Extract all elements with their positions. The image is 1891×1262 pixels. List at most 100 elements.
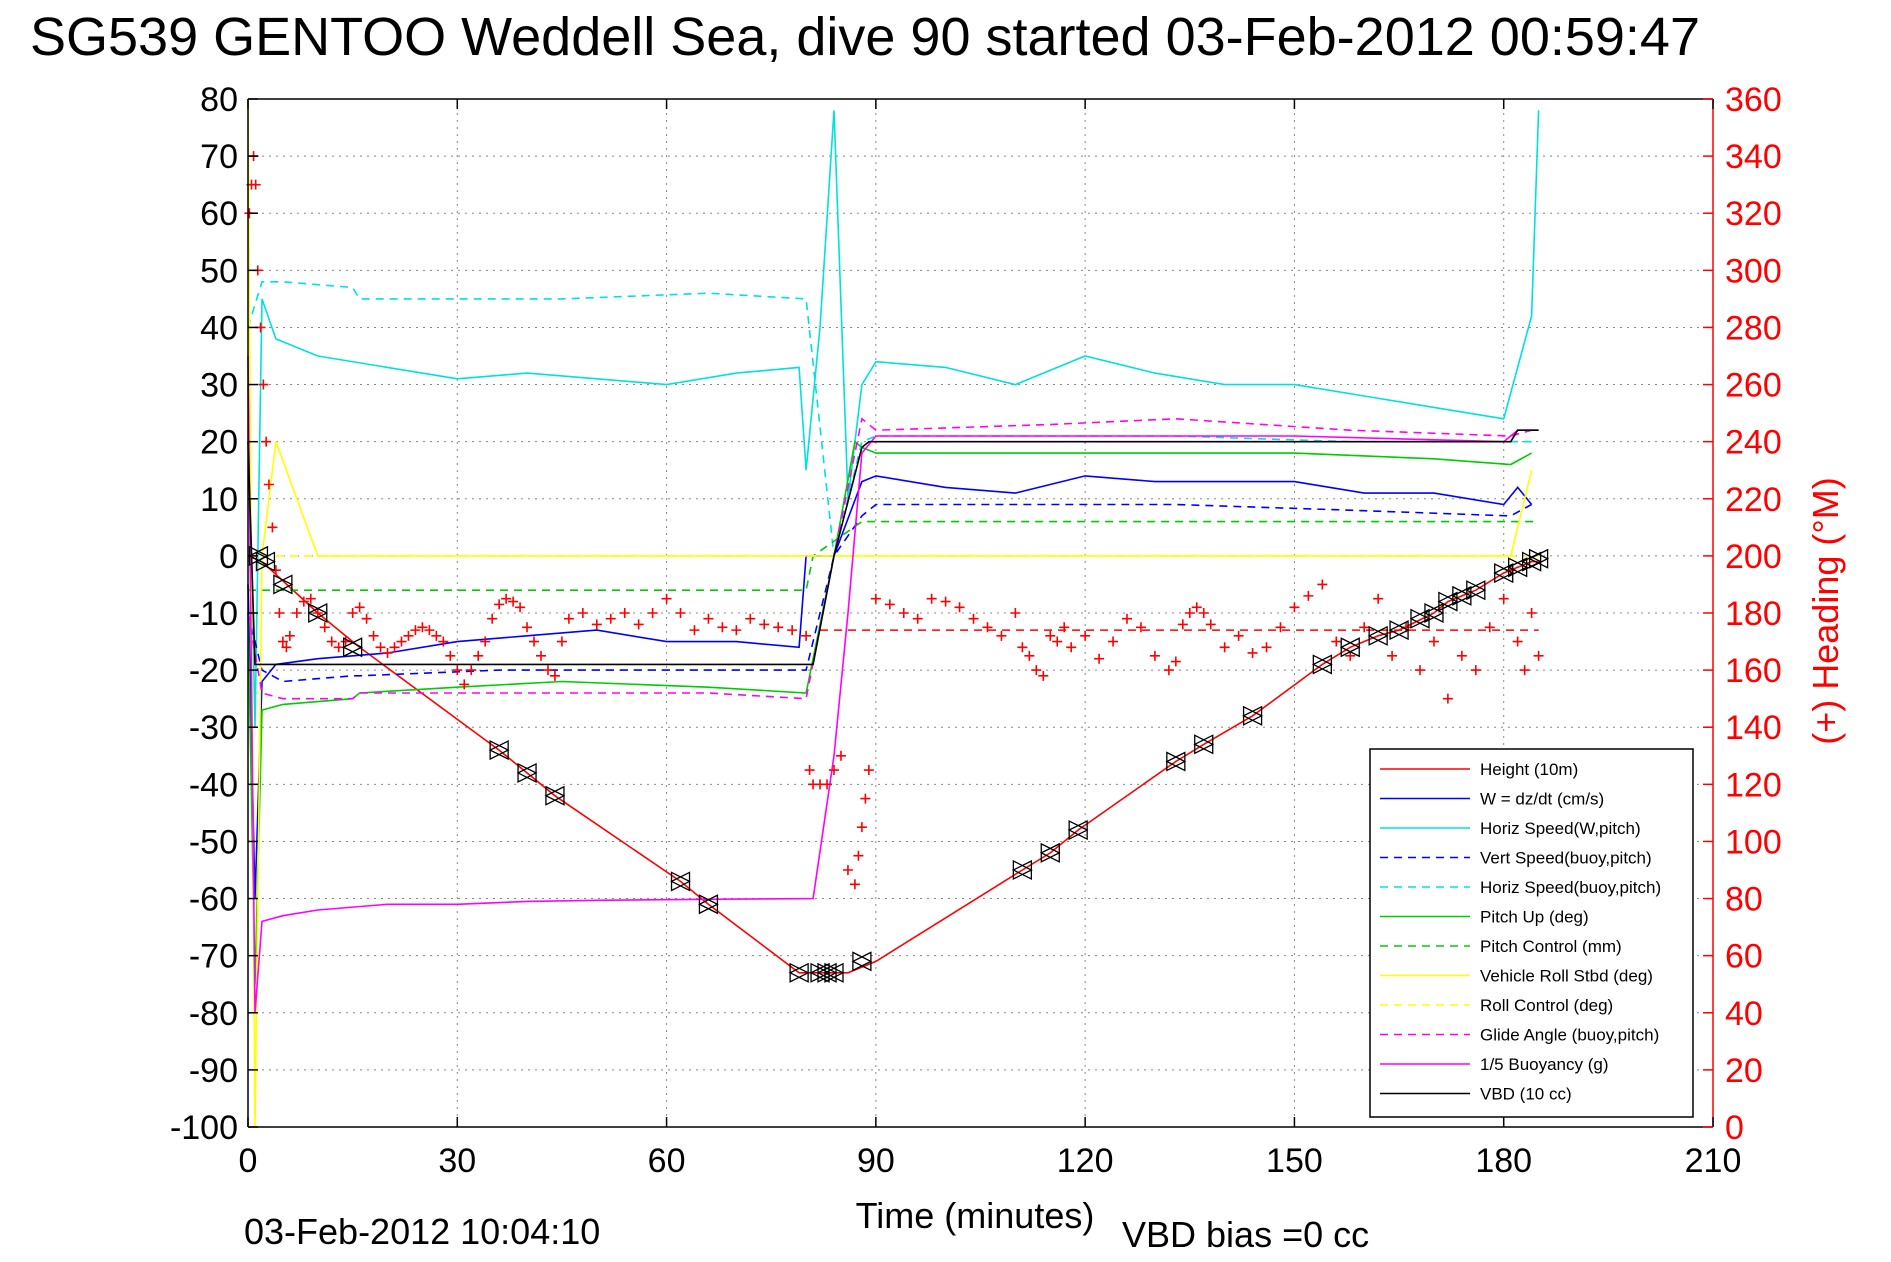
height-marker [544,785,566,806]
heading-point [410,625,421,636]
heading-point [1289,602,1300,613]
heading-point [431,630,442,641]
right-tick-label: 40 [1725,995,1763,1033]
right-tick-label: 240 [1725,424,1782,462]
heading-point [717,622,728,633]
heading-point [1177,619,1188,630]
heading-point [829,765,839,776]
heading-point [556,636,567,647]
heading-point [274,608,285,618]
heading-point [1052,636,1063,647]
series-line-2 [247,475,1533,899]
chart-title: SG539 GENTOO Weddell Sea, dive 90 starte… [30,7,1700,67]
heading-point [445,650,456,661]
legend-label: Roll Control (deg) [1480,996,1613,1015]
legend-box [1369,748,1694,1118]
x-tick-label: 210 [1685,1142,1742,1180]
heading-point [326,636,337,647]
heading-point [996,630,1007,641]
heading-point [1317,579,1328,590]
heading-point [940,596,951,607]
heading-point [982,622,993,633]
heading-point [258,379,269,390]
heading-point [647,608,658,618]
heading-point [703,613,714,624]
heading-point [731,625,742,636]
heading-point [804,765,815,776]
height-marker [1242,705,1264,726]
x-tick-label: 150 [1266,1142,1323,1180]
y-tick-label: -90 [189,1052,238,1090]
height-marker [1388,620,1410,641]
height-marker [788,962,810,983]
right-tick-label: 260 [1725,367,1782,405]
heading-point [263,479,274,490]
heading-point [968,613,979,624]
right-axis-label: (+) Heading (°M) [1805,477,1846,744]
x-axis-label: Time (minutes) [856,1195,1095,1236]
heading-point [1184,608,1195,618]
right-tick-label: 180 [1725,595,1782,633]
heading-point [312,608,323,618]
heading-point [689,625,700,636]
legend-label: Vert Speed(buoy,pitch) [1480,849,1652,868]
heading-point [1442,693,1453,704]
heading-point [281,642,292,653]
height-marker [1423,602,1445,624]
heading-point [1149,650,1160,661]
y-tick-label: 30 [200,367,238,405]
heading-point [1456,650,1467,661]
x-tick-label: 90 [857,1142,895,1180]
height-marker [823,962,845,983]
heading-point [1303,590,1314,601]
heading-point [1247,647,1258,658]
height-marker [1311,654,1333,675]
y-tick-label: 50 [200,252,238,290]
legend-label: 1/5 Buoyancy (g) [1480,1055,1609,1074]
heading-point [1080,630,1091,641]
right-tick-label: 0 [1725,1109,1744,1147]
heading-point [403,630,414,641]
heading-point [842,865,853,875]
height-marker [1193,734,1215,755]
heading-point [305,593,316,604]
heading-point [1498,593,1509,604]
heading-point [1275,622,1286,633]
y-tick-label: -80 [189,995,238,1033]
heading-point [1170,656,1181,667]
heading-point [284,630,295,641]
heading-point [529,636,540,647]
right-tick-label: 100 [1725,823,1782,861]
heading-point [787,625,798,636]
right-tick-label: 340 [1725,138,1782,176]
heading-point [898,608,909,618]
heading-point [1219,642,1230,653]
right-tick-label: 360 [1725,81,1782,119]
y-tick-label: -100 [170,1109,238,1147]
height-marker [1465,580,1487,601]
height-marker [1367,625,1389,646]
right-tick-label: 320 [1725,195,1782,233]
y-tick-label: -50 [189,823,238,861]
heading-point [1017,642,1028,653]
heading-point [1108,636,1119,647]
series-line-10 [247,417,1532,700]
y-tick-label: -10 [189,595,238,633]
heading-point [835,750,846,761]
heading-point [1031,665,1042,676]
y-tick-label: 0 [219,538,238,576]
height-marker [1437,591,1459,612]
heading-point [542,665,553,676]
heading-point [250,179,261,190]
heading-point [912,613,923,624]
heading-point [466,665,477,676]
heading-point [298,596,309,607]
heading-point [1519,665,1530,676]
heading-point [1135,622,1146,633]
heading-point [267,522,278,533]
y-tick-label: 60 [200,195,238,233]
heading-point [382,647,393,658]
legend-label: Horiz Speed(W,pitch) [1480,819,1641,838]
heading-point [480,636,491,647]
